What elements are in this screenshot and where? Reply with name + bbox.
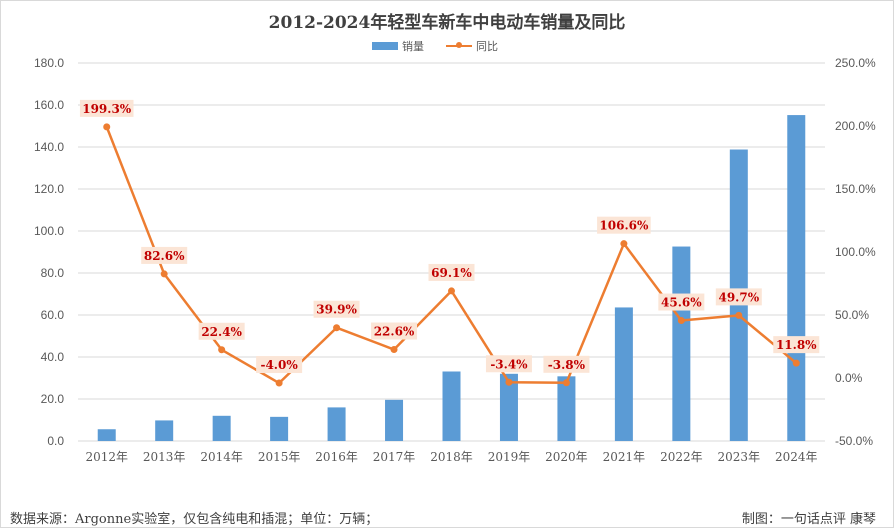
right-tick-label: 50.0% [835,308,869,322]
x-tick-label: 2020年 [545,450,588,464]
x-tick-label: 2024年 [775,450,818,464]
right-tick-label: 0.0% [835,371,863,385]
legend-bar-swatch [372,42,398,50]
right-tick-label: 150.0% [835,182,876,196]
data-label-bg [773,336,820,354]
data-label-bg [485,355,532,373]
legend-label-sales: 销量 [402,40,424,53]
bar [385,399,404,441]
data-label: 22.6% [374,325,415,339]
x-tick-label: 2014年 [200,450,243,464]
yoy-point [735,311,743,319]
yoy-point [677,317,685,325]
yoy-point [448,287,455,295]
yoy-point [103,123,111,131]
data-label-bg [428,263,475,281]
bar [499,373,518,441]
left-tick-label: 180.0 [34,56,64,70]
data-label: 199.3% [82,102,132,116]
data-label: 11.8% [776,338,817,352]
data-label-bg [543,355,590,373]
bar [614,307,633,441]
yoy-point [390,346,398,354]
x-tick-label: 2013年 [143,450,186,464]
x-tick-label: 2023年 [718,450,761,464]
data-label-bg [597,216,651,234]
bar [442,371,461,441]
right-tick-label: 250.0% [835,56,876,70]
data-label: -3.8% [548,358,586,372]
bar [155,420,174,441]
yoy-point [505,378,513,386]
data-label-bg [658,293,705,311]
data-label: 82.6% [144,249,185,263]
legend: 销量 同比 [372,38,520,54]
chart-title: 2012-2024年轻型车新车中电动车销量及同比 [268,13,626,33]
data-label-bg [141,246,188,264]
bar [557,376,576,441]
data-label: -3.4% [490,357,528,371]
legend-label-yoy: 同比 [476,40,498,53]
data-label: 39.9% [316,303,357,317]
x-tick-label: 2019年 [488,450,531,464]
yoy-point [562,379,570,387]
footer-source: 数据来源：Argonne实验室，仅包含纯电和插混；单位：万辆； [10,512,379,527]
left-tick-label: 160.0 [34,98,64,112]
yoy-point [218,346,226,354]
left-tick-label: 60.0 [41,308,65,322]
left-tick-label: 0.0 [47,434,64,448]
data-label: 45.6% [661,296,702,310]
left-tick-label: 40.0 [41,350,65,364]
bar [270,416,289,441]
data-label-bg [371,322,418,340]
bar [672,246,691,441]
x-tick-label: 2018年 [430,450,473,464]
yoy-point [333,324,341,332]
x-tick-label: 2015年 [258,450,301,464]
right-tick-label: 200.0% [835,119,876,133]
data-label-bg [715,288,762,306]
data-label: 69.1% [431,266,472,280]
data-label: 22.4% [201,325,242,339]
yoy-point [160,270,168,278]
x-tick-label: 2017年 [373,450,416,464]
data-label: 49.7% [718,290,759,304]
left-tick-label: 20.0 [41,392,65,406]
legend-item-sales: 销量 [372,38,424,54]
left-tick-label: 100.0 [34,224,64,238]
bar [787,115,806,441]
x-tick-label: 2022年 [660,450,703,464]
x-tick-label: 2021年 [603,450,646,464]
x-tick-label: 2016年 [315,450,358,464]
x-tick-label: 2012年 [85,450,128,464]
legend-item-yoy: 同比 [446,38,498,54]
legend-line-swatch [446,42,472,48]
data-label: 106.6% [599,219,649,233]
data-label: -4.0% [260,358,298,372]
left-tick-label: 80.0 [41,266,65,280]
data-label-bg [198,322,245,340]
yoy-point [275,379,283,387]
left-tick-label: 120.0 [34,182,64,196]
footer-credit: 制图：一句话点评 康琴 [741,512,876,527]
bar [212,415,231,441]
bar [97,429,116,441]
data-label-bg [79,99,134,117]
data-label-bg [313,300,360,318]
yoy-point [620,240,628,248]
bar [327,407,346,441]
left-tick-label: 140.0 [34,140,64,154]
right-tick-label: 100.0% [835,245,876,259]
yoy-point [792,359,800,367]
right-tick-label: -50.0% [835,434,873,448]
yoy-line [105,126,798,385]
data-label-bg [256,356,303,374]
